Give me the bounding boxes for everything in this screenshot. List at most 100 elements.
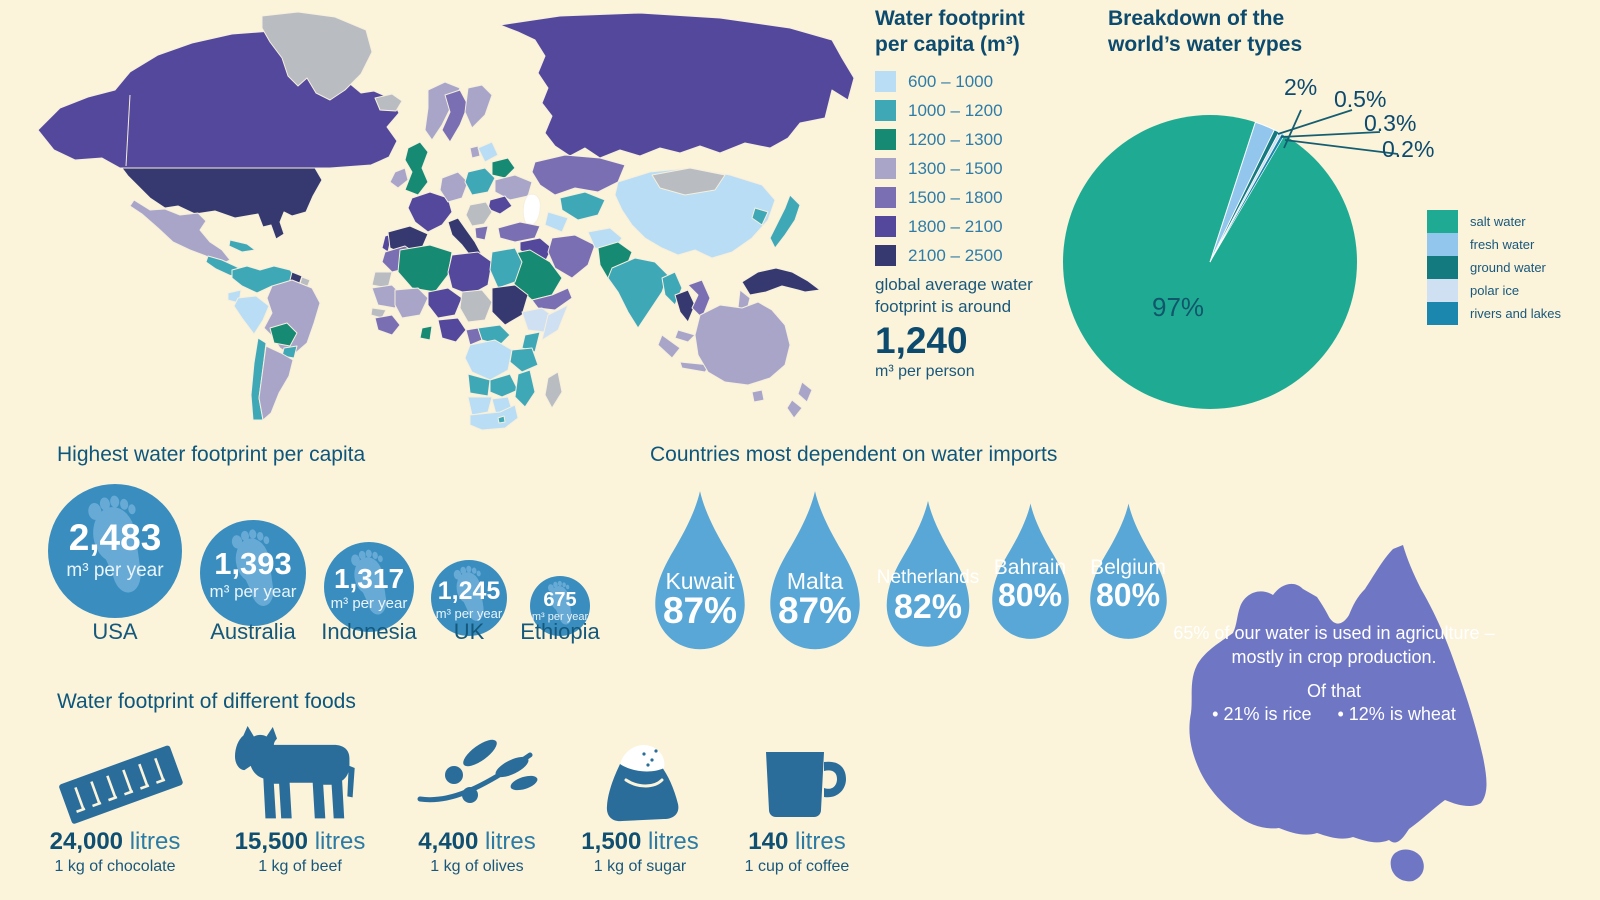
- global-average-note: global average water footprint is around: [875, 275, 1033, 317]
- footprint-value-uk: 1,245: [437, 577, 501, 605]
- country-usa: [121, 167, 323, 240]
- footprint-unit: m³ per year: [66, 560, 164, 581]
- legend-item: 1200 – 1300: [875, 129, 1090, 151]
- map-legend: Water footprint per capita (m³) 600 – 10…: [875, 6, 1090, 381]
- global-average-value: 1,240: [875, 320, 968, 362]
- footprint-unit: m³ per year: [435, 606, 503, 621]
- country-china: [614, 167, 776, 259]
- pie-legend-item: rivers and lakes: [1427, 302, 1561, 325]
- tasmania: [1390, 849, 1424, 882]
- pie-legend-swatch: [1427, 233, 1458, 256]
- pie-callout-ground-water: 0.5%: [1334, 86, 1387, 112]
- country-france: [407, 191, 453, 233]
- pie-legend: salt water fresh water ground water pola…: [1427, 210, 1561, 325]
- food-label-sugar: 1 kg of sugar: [593, 858, 687, 875]
- legend-swatch: [875, 187, 896, 209]
- legend-swatch: [875, 100, 896, 122]
- import-country-belgium: Belgium: [1090, 556, 1166, 579]
- food-value-chocolate: 24,000 litres: [49, 828, 181, 855]
- australia-map: [1189, 545, 1487, 882]
- australia-subtitle: Of that: [1306, 680, 1362, 701]
- pie-legend-item: ground water: [1427, 256, 1561, 279]
- footprint-value-indonesia: 1,317: [333, 563, 405, 594]
- footprint-unit: m³ per year: [330, 595, 408, 612]
- footprint-circles: [48, 484, 590, 636]
- footprint-unit: m³ per year: [531, 611, 589, 623]
- pie-callout-rivers: 0.2%: [1382, 136, 1435, 162]
- imports-title: Countries most dependent on water import…: [650, 443, 1058, 466]
- country-japan: [769, 194, 801, 249]
- footprint-country-uk: UK: [453, 619, 485, 644]
- import-country-bahrain: Bahrain: [993, 556, 1067, 579]
- country-uk: [404, 141, 429, 196]
- water-types-pie-chart: [1063, 109, 1399, 409]
- import-value-kuwait: 87%: [662, 590, 738, 631]
- pie-title: Breakdown of the world’s water types: [1108, 7, 1303, 56]
- legend-item: 1000 – 1200: [875, 100, 1090, 122]
- world-map: [37, 11, 855, 431]
- pie-callout-fresh-water: 2%: [1284, 74, 1318, 100]
- footprint-value-usa: 2,483: [68, 517, 162, 558]
- food-label-olives: 1 kg of olives: [430, 858, 524, 875]
- import-value-belgium: 80%: [1095, 577, 1161, 613]
- australia-bullet-wheat: • 12% is wheat: [1337, 704, 1456, 725]
- australia-fact: 65% of our water is used in agriculture …: [1173, 623, 1495, 667]
- pie-callout-polar-ice: 0.3%: [1364, 110, 1417, 136]
- country-papua-new-guinea: [741, 267, 821, 296]
- pie-callout-lines: [1277, 109, 1399, 155]
- import-country-kuwait: Kuwait: [665, 568, 735, 594]
- country-brazil: [263, 279, 321, 357]
- food-value-coffee: 140 litres: [748, 828, 846, 855]
- australia-annotation: 65% of our water is used in agriculture …: [1172, 622, 1496, 727]
- foods-title: Water footprint of different foods: [57, 690, 356, 713]
- country-mexico: [129, 199, 231, 267]
- legend-swatch: [875, 71, 896, 93]
- country-greenland: [261, 11, 373, 101]
- pie-legend-swatch: [1427, 210, 1458, 233]
- legend-item: 1800 – 2100: [875, 216, 1090, 238]
- footprint-country-indonesia: Indonesia: [321, 619, 417, 644]
- global-average-unit: m³ per person: [875, 363, 975, 381]
- footprint-value-australia: 1,393: [214, 546, 292, 581]
- food-value-olives: 4,400 litres: [418, 828, 536, 855]
- country-india: [607, 257, 669, 329]
- food-label-coffee: 1 cup of coffee: [744, 858, 850, 875]
- country-iceland: [374, 93, 403, 112]
- pie-legend-swatch: [1427, 302, 1458, 325]
- pie-legend-swatch: [1427, 256, 1458, 279]
- legend-item: 1300 – 1500: [875, 158, 1090, 180]
- chocolate-bar-icon: [59, 745, 183, 824]
- legend-swatch: [875, 158, 896, 180]
- country-russia: [499, 12, 855, 159]
- pie-legend-item: fresh water: [1427, 233, 1561, 256]
- australia-bullet-rice: • 21% is rice: [1212, 704, 1312, 725]
- pie-legend-item: polar ice: [1427, 279, 1561, 302]
- legend-item: 600 – 1000: [875, 71, 1090, 93]
- import-country-malta: Malta: [786, 568, 844, 594]
- legend-item: 2100 – 2500: [875, 245, 1090, 267]
- pie-legend-item: salt water: [1427, 210, 1561, 233]
- olive-branch-icon: [417, 739, 538, 803]
- import-value-bahrain: 80%: [997, 577, 1063, 613]
- food-value-beef: 15,500 litres: [234, 828, 366, 855]
- coffee-mug-icon: [766, 752, 846, 817]
- pie-legend-swatch: [1427, 279, 1458, 302]
- footprint-value-ethiopia: 675: [543, 589, 577, 611]
- food-label-chocolate: 1 kg of chocolate: [54, 858, 176, 875]
- country-australia: [694, 301, 791, 386]
- sugar-sack-icon: [606, 744, 679, 822]
- country-sudan: [491, 284, 529, 326]
- legend-swatch: [875, 129, 896, 151]
- food-label-beef: 1 kg of beef: [258, 858, 342, 875]
- footprints-title: Highest water footprint per capita: [57, 443, 366, 466]
- footprint-country-usa: USA: [92, 619, 138, 644]
- legend-swatch: [875, 216, 896, 238]
- cow-icon: [235, 726, 355, 819]
- food-value-sugar: 1,500 litres: [581, 828, 699, 855]
- import-value-netherlands: 82%: [893, 588, 963, 626]
- legend-item: 1500 – 1800: [875, 187, 1090, 209]
- footprint-country-ethiopia: Ethiopia: [520, 619, 600, 644]
- food-icons: [59, 726, 846, 824]
- import-value-malta: 87%: [777, 590, 853, 631]
- pie-label-97: 97%: [1152, 292, 1205, 322]
